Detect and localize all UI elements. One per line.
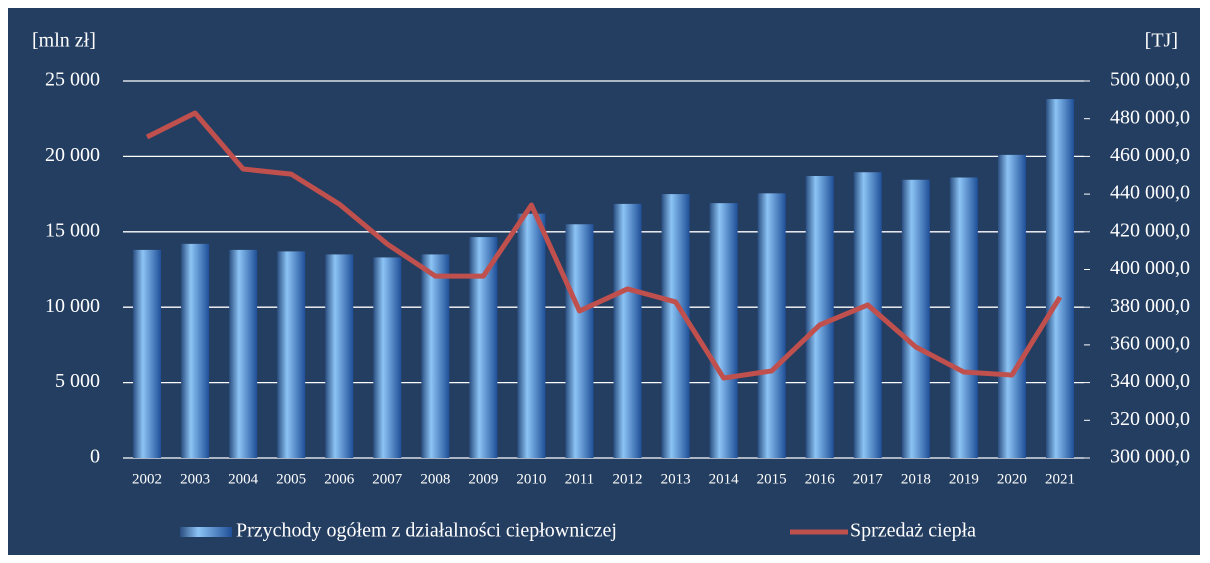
y2-tick-label: 420 000,0 — [1110, 219, 1190, 241]
x-tick-label: 2010 — [516, 471, 546, 487]
bar — [229, 249, 258, 458]
y2-tick-label: 500 000,0 — [1110, 69, 1190, 91]
bar — [421, 254, 450, 458]
x-tick-label: 2017 — [853, 471, 884, 487]
bar — [997, 154, 1026, 458]
y2-tick-label: 460 000,0 — [1110, 144, 1190, 166]
x-tick-label: 2019 — [949, 471, 979, 487]
y2-tick-label: 380 000,0 — [1110, 295, 1190, 317]
bar — [565, 224, 594, 458]
bar — [661, 194, 690, 458]
y-tick-label: 20 000 — [45, 144, 100, 166]
bar — [805, 176, 834, 458]
y-tick-label: 25 000 — [45, 69, 100, 91]
bar — [277, 251, 306, 458]
y2-tick-label: 300 000,0 — [1110, 446, 1190, 468]
x-tick-label: 2015 — [757, 471, 787, 487]
x-tick-label: 2020 — [997, 471, 1027, 487]
bar — [181, 243, 210, 458]
y2-tick-label: 400 000,0 — [1110, 257, 1190, 279]
x-tick-label: 2014 — [709, 471, 740, 487]
bar — [1045, 99, 1074, 458]
bar — [517, 213, 546, 458]
y-axis-label: [mln zł] — [32, 30, 96, 52]
y-tick-label: 0 — [90, 446, 100, 468]
y2-tick-label: 360 000,0 — [1110, 332, 1190, 354]
y-tick-label: 10 000 — [45, 295, 100, 317]
x-tick-label: 2018 — [901, 471, 931, 487]
legend-label: Sprzedaż ciepła — [850, 520, 976, 542]
x-tick-label: 2004 — [228, 471, 259, 487]
line — [145, 110, 1063, 381]
y2-tick-label: 340 000,0 — [1110, 370, 1190, 392]
x-tick-label: 2021 — [1045, 471, 1075, 487]
x-tick-label: 2007 — [372, 471, 403, 487]
x-tick-label: 2005 — [276, 471, 306, 487]
bar — [469, 237, 498, 458]
x-tick-label: 2006 — [324, 471, 355, 487]
x-tick-label: 2009 — [468, 471, 498, 487]
x-tick-label: 2011 — [565, 471, 594, 487]
x-tick-label: 2003 — [180, 471, 210, 487]
y-tick-label: 15 000 — [45, 219, 100, 241]
bar — [373, 257, 402, 458]
y2-axis-label: [TJ] — [1145, 30, 1178, 52]
x-tick-label: 2016 — [805, 471, 836, 487]
bar — [949, 177, 978, 458]
y-tick-label: 5 000 — [55, 370, 100, 392]
legend-label: Przychody ogółem z działalności ciepłown… — [236, 520, 617, 542]
y2-tick-label: 480 000,0 — [1110, 106, 1190, 128]
y2-tick-label: 320 000,0 — [1110, 408, 1190, 430]
bar — [325, 254, 354, 458]
x-tick-label: 2013 — [661, 471, 691, 487]
x-tick-label: 2002 — [132, 471, 162, 487]
bar — [901, 179, 930, 459]
y2-tick-label: 440 000,0 — [1110, 182, 1190, 204]
bar — [757, 193, 786, 458]
x-tick-label: 2012 — [613, 471, 643, 487]
x-tick-label: 2008 — [420, 471, 450, 487]
bar — [613, 203, 642, 458]
bar — [709, 203, 738, 458]
legend-swatch — [180, 527, 232, 537]
bar — [133, 249, 162, 458]
